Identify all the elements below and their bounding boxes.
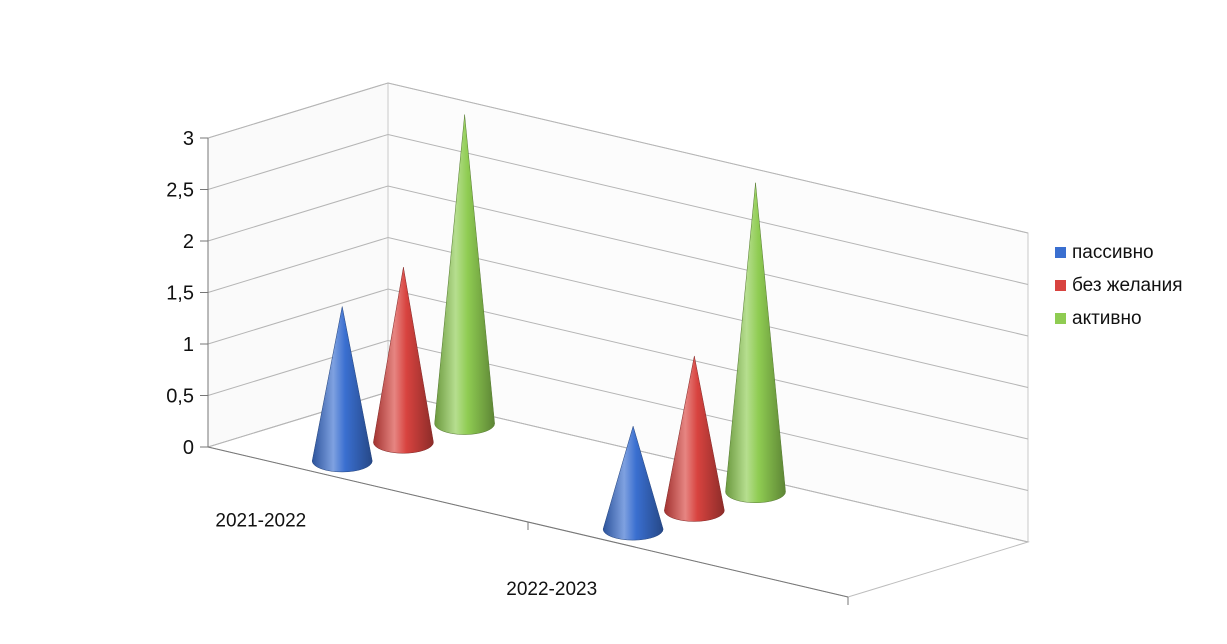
cone-без желания-2021-2022 xyxy=(373,267,434,454)
cone-активно-2022-2023 xyxy=(725,182,786,503)
y-tick-label: 0,5 xyxy=(166,386,194,408)
cone-активно-2021-2022 xyxy=(434,114,495,435)
cone-пассивно-2021-2022 xyxy=(311,306,373,473)
x-tick-label: 2022-2023 xyxy=(506,579,597,600)
chart-gridlines xyxy=(207,82,1029,543)
gridline xyxy=(207,185,1029,337)
legend-swatch xyxy=(1055,280,1066,291)
y-tick-label: 3 xyxy=(183,128,194,150)
legend-item: без желания xyxy=(1055,269,1183,302)
chart-legend: пассивно без желания активно xyxy=(1055,236,1183,335)
legend-item: пассивно xyxy=(1055,236,1183,269)
legend-label: без желания xyxy=(1072,274,1183,296)
gridline xyxy=(207,82,1029,234)
chart-labels: 0 0,5 1 1,5 2 2,5 3 2021-2022 2022-2023 xyxy=(166,128,597,600)
legend-label: активно xyxy=(1072,307,1142,329)
y-tick-label: 1 xyxy=(183,334,194,356)
legend-swatch xyxy=(1055,247,1066,258)
cone-пассивно-2022-2023 xyxy=(602,425,664,541)
chart-axes xyxy=(200,137,849,605)
gridline xyxy=(207,288,1029,440)
legend-label: пассивно xyxy=(1072,241,1154,263)
gridline xyxy=(207,133,1029,285)
x-tick-label: 2021-2022 xyxy=(215,511,306,532)
legend-item: активно xyxy=(1055,302,1183,335)
gridline xyxy=(207,236,1029,388)
y-tick-label: 2,5 xyxy=(166,180,194,202)
y-tick-label: 2 xyxy=(183,231,194,253)
cone-без желания-2022-2023 xyxy=(664,355,725,522)
legend-swatch xyxy=(1055,313,1066,324)
y-tick-label: 1,5 xyxy=(166,283,194,305)
y-tick-label: 0 xyxy=(183,437,194,459)
chart-cones xyxy=(311,114,786,541)
gridline xyxy=(207,339,1029,491)
